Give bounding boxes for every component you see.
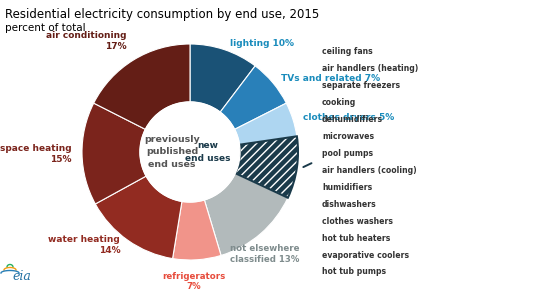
Text: clothes dryers 5%: clothes dryers 5%: [302, 113, 394, 122]
Text: eia: eia: [12, 269, 31, 282]
Text: dishwashers: dishwashers: [322, 200, 377, 209]
Text: previously
published
end uses: previously published end uses: [144, 135, 200, 169]
Text: TVs and related 7%: TVs and related 7%: [282, 74, 381, 84]
Text: Residential electricity consumption by end use, 2015: Residential electricity consumption by e…: [5, 8, 319, 21]
Text: lighting 10%: lighting 10%: [230, 39, 294, 48]
Text: air handlers (heating): air handlers (heating): [322, 64, 418, 73]
Text: microwaves: microwaves: [322, 132, 374, 141]
Wedge shape: [235, 103, 297, 145]
Text: evaporative coolers: evaporative coolers: [322, 251, 409, 260]
Wedge shape: [205, 173, 288, 255]
Text: hot tub pumps: hot tub pumps: [322, 267, 386, 276]
Text: hot tub heaters: hot tub heaters: [322, 234, 390, 243]
Text: humidifiers: humidifiers: [322, 183, 372, 192]
Text: percent of total: percent of total: [5, 23, 86, 33]
Text: space heating
15%: space heating 15%: [1, 144, 72, 164]
Text: dehumidifiers: dehumidifiers: [322, 115, 383, 124]
Text: not elsewhere
classified 13%: not elsewhere classified 13%: [230, 244, 299, 264]
Wedge shape: [96, 176, 182, 259]
Text: new
end uses: new end uses: [185, 141, 231, 163]
Text: cooking: cooking: [322, 98, 356, 107]
Text: water heating
14%: water heating 14%: [49, 235, 120, 255]
Text: separate freezers: separate freezers: [322, 81, 400, 90]
Wedge shape: [190, 44, 255, 112]
Text: pool pumps: pool pumps: [322, 149, 373, 158]
Text: air handlers (cooling): air handlers (cooling): [322, 166, 416, 175]
Circle shape: [140, 102, 240, 202]
Wedge shape: [94, 44, 190, 129]
Text: refrigerators
7%: refrigerators 7%: [162, 272, 225, 290]
Wedge shape: [173, 200, 221, 260]
Text: air conditioning
17%: air conditioning 17%: [46, 31, 126, 51]
Text: ceiling fans: ceiling fans: [322, 48, 373, 57]
Wedge shape: [220, 66, 286, 129]
Wedge shape: [235, 136, 298, 198]
Text: clothes washers: clothes washers: [322, 217, 393, 226]
Wedge shape: [82, 103, 146, 204]
